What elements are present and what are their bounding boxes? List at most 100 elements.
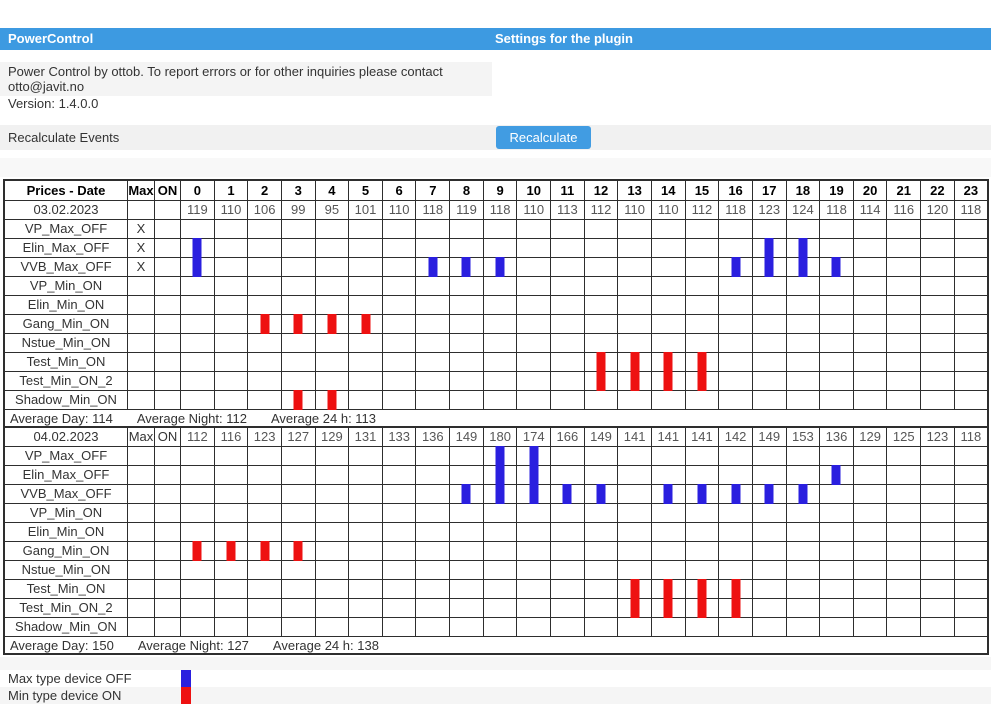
max-off-mark (192, 238, 202, 258)
schedule-cell (617, 598, 652, 618)
hour-header: 14 (650, 179, 686, 201)
device-name: Gang_Min_ON (3, 541, 128, 561)
min-on-mark (697, 352, 707, 372)
schedule-cell (684, 333, 720, 353)
recalculate-button[interactable]: Recalculate (496, 126, 591, 149)
average-day: Average Day: 150 (10, 637, 114, 653)
schedule-cell (280, 617, 316, 637)
schedule-cell (852, 484, 888, 504)
schedule-cell (314, 238, 350, 258)
schedule-cell (449, 446, 484, 466)
schedule-cell (920, 295, 955, 315)
price-cell: 131 (348, 426, 383, 447)
price-cell: 141 (650, 426, 686, 447)
price-cell: 110 (617, 200, 652, 220)
schedule-cell (718, 314, 753, 334)
schedule-cell (550, 484, 585, 504)
schedule-cell (348, 314, 383, 334)
schedule-cell (819, 295, 854, 315)
schedule-cell (213, 465, 249, 485)
hour-header: 23 (953, 179, 989, 201)
schedule-cell (617, 503, 652, 523)
schedule-cell (247, 579, 282, 599)
schedule-cell (213, 276, 249, 296)
schedule-cell (247, 390, 282, 410)
average-h24: Average 24 h: 138 (272, 637, 379, 653)
max-off-mark (461, 484, 471, 504)
schedule-cell (650, 598, 686, 618)
schedule-cell (886, 522, 922, 542)
schedule-cell (348, 484, 383, 504)
device-on-flag (154, 541, 181, 561)
device-max-flag (127, 314, 155, 334)
schedule-cell (751, 238, 787, 258)
legend-min-on-swatch (181, 687, 191, 704)
schedule-cell (449, 522, 484, 542)
schedule-cell (886, 314, 922, 334)
prices-date-header: Prices - Date (3, 179, 128, 201)
price-table-day1: Prices - Date Max ON 0 1 2 3 4 5 6 7 8 9 10 11 12 13 14 15… (3, 179, 989, 428)
schedule-cell (751, 522, 787, 542)
schedule-cell (180, 503, 215, 523)
schedule-cell (516, 295, 552, 315)
schedule-cell (852, 560, 888, 580)
schedule-cell (314, 276, 350, 296)
schedule-cell (449, 352, 484, 372)
device-row: Test_Min_ON (3, 579, 989, 599)
schedule-cell (213, 541, 249, 561)
schedule-cell (650, 579, 686, 599)
schedule-cell (247, 541, 282, 561)
schedule-cell (415, 295, 451, 315)
device-row: Test_Min_ON_2 (3, 371, 989, 391)
schedule-cell (213, 333, 249, 353)
schedule-cell (213, 352, 249, 372)
schedule-cell (718, 446, 753, 466)
device-name: VP_Min_ON (3, 503, 128, 523)
price-cell: 149 (751, 426, 787, 447)
schedule-cell (180, 238, 215, 258)
schedule-cell (920, 219, 955, 239)
device-name: VVB_Max_OFF (3, 257, 128, 277)
schedule-cell (617, 257, 652, 277)
min-on-mark (293, 541, 303, 561)
schedule-cell (415, 446, 451, 466)
schedule-cell (751, 503, 787, 523)
schedule-cell (953, 314, 989, 334)
schedule-cell (953, 390, 989, 410)
device-max-flag (127, 276, 155, 296)
schedule-cell (650, 333, 686, 353)
schedule-cell (852, 371, 888, 391)
schedule-cell (482, 371, 518, 391)
schedule-cell (247, 522, 282, 542)
schedule-cell (516, 333, 552, 353)
price-cell: 125 (886, 426, 922, 447)
schedule-cell (953, 465, 989, 485)
schedule-cell (381, 560, 417, 580)
schedule-cell (415, 314, 451, 334)
app-title: PowerControl (8, 31, 94, 46)
schedule-cell (785, 446, 821, 466)
schedule-cell (617, 295, 652, 315)
schedule-cell (684, 238, 720, 258)
schedule-cell (449, 560, 484, 580)
schedule-cell (280, 579, 316, 599)
hour-header: 4 (314, 179, 350, 201)
schedule-cell (348, 238, 383, 258)
schedule-cell (751, 333, 787, 353)
average-day: Average Day: 114 (10, 410, 113, 426)
price-cell: 133 (381, 426, 417, 447)
schedule-cell (516, 219, 552, 239)
schedule-cell (180, 579, 215, 599)
schedule-cell (213, 598, 249, 618)
schedule-cell (213, 484, 249, 504)
max-off-mark (596, 484, 606, 504)
device-max-flag (127, 522, 155, 542)
price-cell: 129 (852, 426, 888, 447)
schedule-cell (247, 333, 282, 353)
schedule-cell (785, 541, 821, 561)
schedule-cell (852, 314, 888, 334)
schedule-cell (482, 219, 518, 239)
schedule-cell (920, 371, 955, 391)
max-off-mark (764, 257, 774, 277)
schedule-cell (550, 560, 585, 580)
